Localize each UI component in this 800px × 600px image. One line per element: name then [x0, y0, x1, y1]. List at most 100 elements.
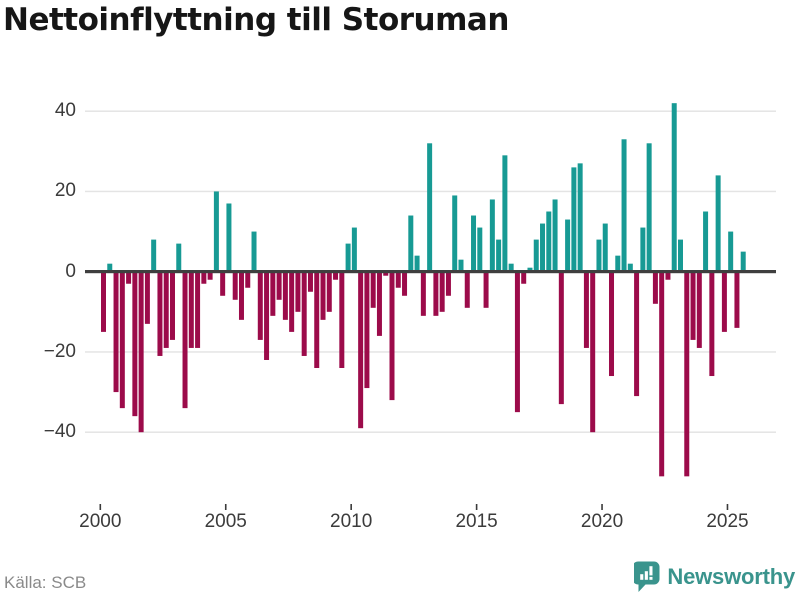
bar-2019q4	[596, 239, 602, 272]
source-label: Källa: SCB	[4, 573, 87, 592]
bar-2003q1	[176, 243, 182, 272]
bar-2019q2	[583, 271, 589, 348]
tick-mark-2005	[224, 504, 227, 510]
bar-2005q3	[238, 271, 244, 320]
bar-2014q4	[471, 215, 477, 272]
bar-2015q1	[477, 227, 483, 272]
y-tick-label-m20: −20	[43, 340, 76, 362]
y-tick-label-40: 40	[54, 100, 76, 122]
bar-2010q2	[358, 271, 364, 429]
bar-2008q3	[314, 271, 320, 368]
bar-2012q2	[408, 215, 414, 272]
bar-2022q1	[652, 271, 658, 304]
bar-2001q1	[126, 271, 132, 284]
bar-2018q2	[558, 271, 564, 405]
bar-2013q1	[427, 143, 433, 272]
bar-2002q4	[169, 271, 175, 340]
bar-2023q3	[690, 271, 696, 340]
bar-2014q1	[452, 195, 458, 272]
newsworthy-logo[interactable]: Newsworthy	[634, 561, 795, 593]
bar-2006q4	[270, 271, 276, 316]
x-tick-label-2010: 2010	[330, 511, 373, 532]
bar-2007q3	[289, 271, 295, 332]
bar-2008q4	[320, 271, 326, 320]
bar-2023q2	[684, 271, 690, 477]
bar-2011q4	[395, 271, 401, 288]
bar-2006q3	[264, 271, 270, 360]
bar-2004q2	[207, 271, 213, 280]
bar-2013q4	[445, 271, 451, 296]
gridline--40	[85, 431, 776, 433]
x-tick-label-2025: 2025	[706, 511, 749, 532]
bar-2012q3	[414, 255, 420, 272]
bar-2011q1	[376, 271, 382, 336]
bar-2024q1	[703, 211, 709, 272]
x-tick-label-2020: 2020	[580, 511, 624, 532]
bar-2013q3	[439, 271, 445, 312]
bar-chart-speech-bubble-icon	[634, 561, 660, 592]
bar-2002q1	[151, 239, 157, 272]
bar-2019q1	[577, 163, 583, 272]
bar-2001q4	[144, 271, 150, 324]
chart-title: Nettoinflyttning till Storuman	[3, 2, 509, 38]
bar-2023q1	[678, 239, 683, 272]
bar-2007q4	[295, 271, 301, 312]
bar-2025q1	[728, 231, 734, 272]
bar-2003q4	[195, 271, 201, 348]
bar-2017q1	[527, 267, 533, 272]
bar-2020q2	[609, 271, 615, 377]
bar-2008q1	[301, 271, 307, 356]
bar-2024q4	[721, 271, 727, 332]
bar-2003q2	[182, 271, 188, 409]
bar-2021q3	[640, 227, 646, 272]
bar-2020q4	[621, 139, 627, 272]
bar-2015q2	[483, 271, 489, 308]
tick-mark-2025	[726, 504, 729, 510]
gridline-40	[85, 110, 776, 112]
bar-2007q2	[282, 271, 288, 320]
bar-2008q2	[307, 271, 313, 292]
bar-2002q3	[163, 271, 169, 348]
y-tick-label-m40: −40	[43, 421, 76, 443]
bar-2015q4	[496, 239, 502, 272]
bar-2016q1	[502, 155, 508, 272]
bar-2006q1	[251, 231, 257, 272]
bar-2025q2	[734, 271, 740, 328]
bar-2006q2	[257, 271, 263, 340]
bar-2005q2	[232, 271, 238, 300]
bar-2014q3	[464, 271, 470, 308]
bar-2010q4	[370, 271, 376, 308]
bar-2010q1	[351, 227, 357, 272]
bar-2011q2	[383, 271, 389, 276]
bar-2016q3	[514, 271, 520, 413]
tick-mark-2000	[99, 504, 102, 510]
bar-2000q4	[119, 271, 125, 409]
bar-2014q2	[458, 259, 464, 272]
bar-2022q4	[671, 103, 677, 272]
bar-2009q2	[333, 271, 339, 280]
bar-2019q3	[590, 271, 596, 433]
bar-2020q3	[615, 255, 621, 272]
bar-2005q4	[245, 271, 251, 288]
y-tick-label-20: 20	[54, 180, 76, 202]
bar-2000q3	[113, 271, 119, 393]
bar-2010q3	[364, 271, 370, 389]
bar-2000q2	[107, 263, 113, 272]
tick-mark-2015	[475, 504, 478, 510]
bar-2018q4	[571, 167, 577, 272]
bar-2016q2	[508, 263, 514, 272]
bar-2009q1	[326, 271, 332, 312]
bar-2021q1	[627, 263, 633, 272]
bar-2005q1	[226, 203, 232, 272]
bar-2001q3	[138, 271, 144, 433]
bar-2009q4	[345, 243, 351, 272]
bar-2012q4	[420, 271, 426, 316]
bar-2020q1	[602, 223, 608, 272]
x-tick-label-2015: 2015	[455, 511, 498, 532]
bar-2015q3	[489, 199, 495, 272]
bar-2017q4	[546, 211, 552, 272]
bar-2001q2	[132, 271, 138, 417]
bar-2023q4	[696, 271, 702, 348]
